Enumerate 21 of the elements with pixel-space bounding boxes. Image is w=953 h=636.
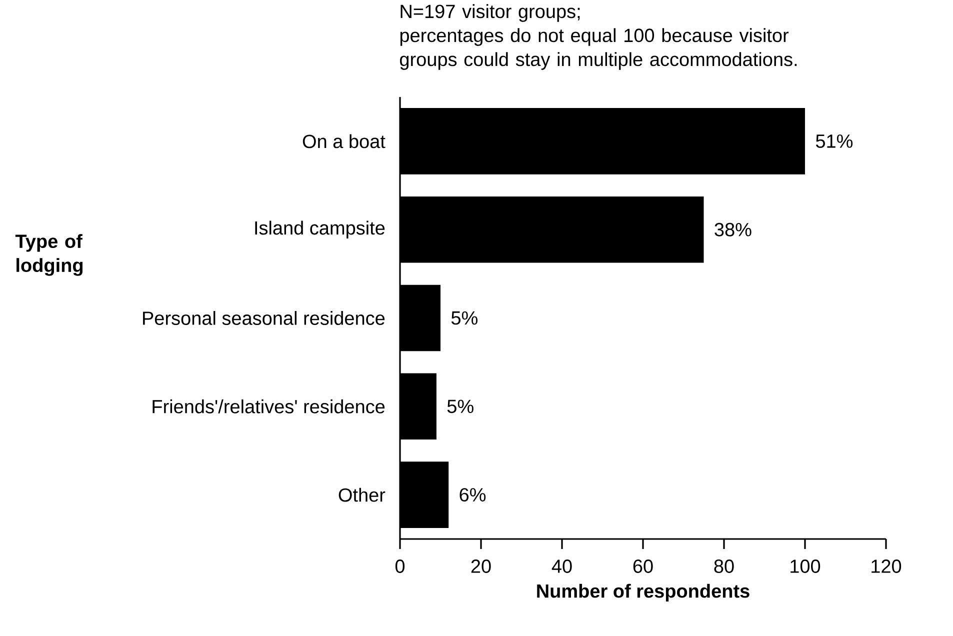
y-tick-label: Friends'/relatives' residence [152, 399, 385, 414]
text: N=197 visitor groups; [400, 4, 580, 22]
y-tick-label: Personal seasonal residence [143, 311, 385, 325]
x-tick-label: 20 [471, 560, 491, 573]
x-tick-label: 100 [790, 560, 820, 573]
annotation: 5% [447, 400, 474, 414]
y-tick-label: Island campsite [255, 220, 385, 238]
x-tick-label: 40 [552, 560, 572, 573]
annotation: 5% [451, 311, 478, 325]
x-tick-label: 120 [872, 560, 902, 573]
x-tick-label: 0 [395, 560, 405, 573]
x-tick-label: 60 [633, 560, 653, 573]
annotation: 6% [460, 488, 486, 502]
text: percentages do not equal 100 because visitor groups could stay in multiple accommodations. [400, 28, 797, 70]
x-axis-title: Number of respondents [537, 584, 750, 602]
annotation: 38% [714, 222, 752, 236]
y-tick-label: On a boat [302, 134, 386, 148]
y-axis-title: Type of lodging [15, 234, 83, 276]
y-tick-label: Other [338, 488, 386, 502]
x-tick-label: 80 [714, 560, 734, 573]
annotation: 51% [816, 134, 853, 148]
